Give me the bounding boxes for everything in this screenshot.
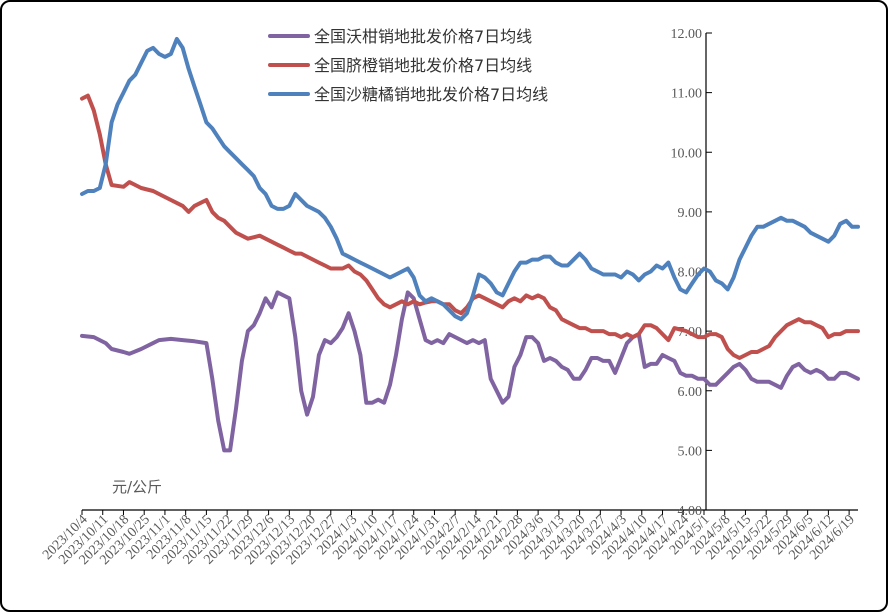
legend-label: 全国沙糖橘销地批发价格7日均线 xyxy=(314,85,548,104)
series-lines xyxy=(80,37,860,453)
x-axis: 2023/10/42023/10/112023/10/182023/10/252… xyxy=(40,509,858,568)
y-tick-label: 6.00 xyxy=(678,385,703,400)
series-line-3 xyxy=(80,37,860,322)
y-tick-label: 11.00 xyxy=(671,87,702,102)
unit-label: 元/公斤 xyxy=(112,478,162,496)
legend-label: 全国沃柑销地批发价格7日均线 xyxy=(314,27,532,46)
y-tick-label: 10.00 xyxy=(671,146,703,161)
y-tick-label: 9.00 xyxy=(678,206,703,221)
series-line-2 xyxy=(80,93,860,360)
legend: 全国沃柑销地批发价格7日均线全国脐橙销地批发价格7日均线全国沙糖橘销地批发价格7… xyxy=(268,27,548,104)
series-line-1 xyxy=(80,290,860,453)
y-tick-label: 5.00 xyxy=(678,444,703,459)
y-tick-label: 12.00 xyxy=(671,27,703,42)
legend-label: 全国脐橙销地批发价格7日均线 xyxy=(314,56,532,75)
y-tick-label: 4.00 xyxy=(678,504,703,519)
